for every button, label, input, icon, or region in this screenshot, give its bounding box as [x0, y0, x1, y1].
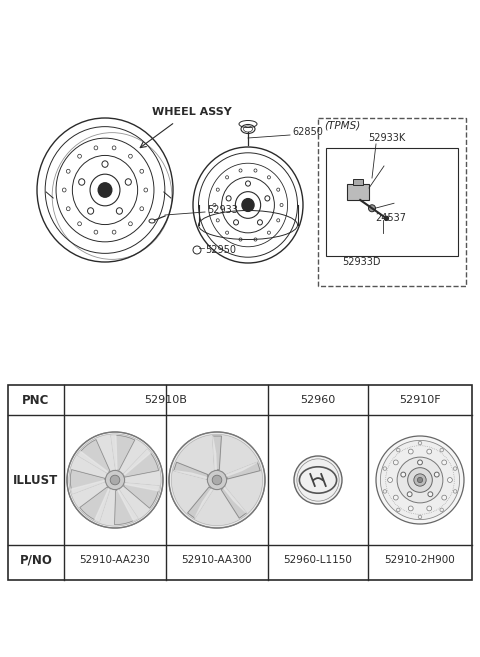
Bar [318, 118, 466, 286]
Polygon shape [213, 436, 221, 470]
Polygon shape [226, 463, 260, 479]
Circle shape [408, 468, 432, 492]
Circle shape [418, 460, 422, 464]
Bar [353, 179, 363, 185]
Polygon shape [123, 449, 150, 476]
Text: 52910-2H900: 52910-2H900 [384, 555, 456, 565]
Circle shape [294, 456, 342, 504]
Text: PNC: PNC [22, 394, 50, 407]
Circle shape [369, 205, 375, 212]
Text: 52910-AA230: 52910-AA230 [80, 555, 150, 565]
Circle shape [207, 470, 227, 489]
Polygon shape [71, 470, 105, 494]
Polygon shape [80, 487, 110, 522]
Polygon shape [72, 480, 106, 494]
Text: 62850: 62850 [292, 127, 323, 137]
Polygon shape [174, 463, 208, 479]
Circle shape [394, 460, 398, 465]
Circle shape [388, 478, 393, 482]
Circle shape [428, 492, 433, 497]
Circle shape [427, 449, 432, 454]
Circle shape [110, 475, 120, 485]
Polygon shape [195, 489, 213, 518]
Circle shape [408, 449, 413, 454]
Polygon shape [221, 487, 246, 518]
Polygon shape [111, 436, 135, 470]
Text: WHEEL ASSY: WHEEL ASSY [152, 107, 232, 117]
Circle shape [397, 457, 443, 503]
Circle shape [169, 432, 265, 528]
Polygon shape [124, 483, 159, 508]
Text: 52910-AA300: 52910-AA300 [182, 555, 252, 565]
Circle shape [427, 506, 432, 511]
Circle shape [106, 470, 125, 489]
Text: 52933D: 52933D [342, 257, 381, 267]
Circle shape [408, 506, 413, 511]
Circle shape [171, 434, 263, 526]
Circle shape [401, 472, 406, 477]
Circle shape [414, 474, 426, 486]
Circle shape [380, 440, 460, 520]
Ellipse shape [242, 198, 254, 212]
Circle shape [407, 492, 412, 497]
Ellipse shape [98, 183, 112, 197]
Polygon shape [224, 487, 246, 513]
Circle shape [447, 478, 452, 482]
Polygon shape [188, 487, 213, 518]
Circle shape [376, 436, 464, 524]
Circle shape [67, 432, 163, 528]
Circle shape [69, 434, 161, 526]
Text: 52933K: 52933K [368, 133, 405, 143]
Polygon shape [226, 463, 257, 476]
Polygon shape [213, 436, 216, 470]
Circle shape [442, 460, 446, 465]
Text: 52960: 52960 [300, 395, 336, 405]
Text: ILLUST: ILLUST [13, 474, 59, 486]
Text: 52960-L1150: 52960-L1150 [284, 555, 352, 565]
Circle shape [442, 495, 446, 500]
Circle shape [434, 472, 439, 477]
Circle shape [394, 495, 398, 500]
Polygon shape [95, 487, 110, 522]
Text: P/NO: P/NO [20, 553, 52, 566]
Text: 52910B: 52910B [144, 395, 187, 405]
Text: 52933: 52933 [207, 205, 238, 215]
Text: 52910F: 52910F [399, 395, 441, 405]
Polygon shape [124, 449, 158, 477]
Polygon shape [78, 440, 110, 473]
Polygon shape [111, 436, 117, 470]
Polygon shape [78, 451, 109, 473]
Polygon shape [117, 489, 138, 520]
Bar [326, 148, 458, 256]
Polygon shape [115, 489, 138, 525]
Bar [347, 184, 369, 200]
Text: 52950: 52950 [205, 245, 236, 255]
Circle shape [212, 475, 222, 485]
Circle shape [418, 478, 422, 483]
Polygon shape [124, 483, 159, 491]
Text: 24537: 24537 [375, 213, 406, 223]
Circle shape [384, 216, 388, 220]
Text: (TPMS): (TPMS) [324, 121, 360, 131]
Polygon shape [174, 470, 207, 479]
Bar [8, 385, 472, 580]
